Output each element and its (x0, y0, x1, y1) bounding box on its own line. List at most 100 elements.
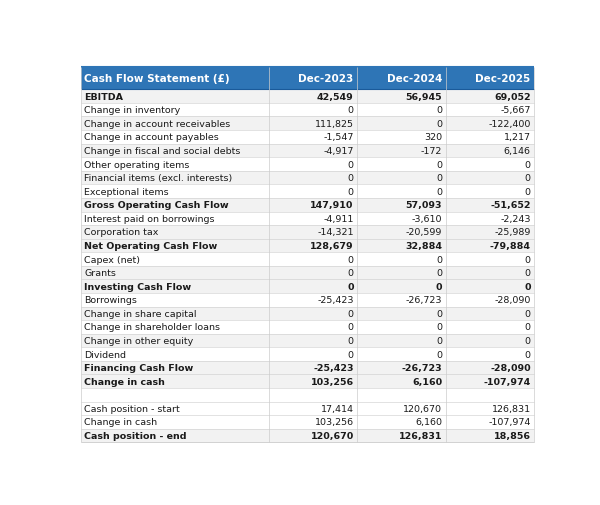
Text: 0: 0 (524, 282, 531, 291)
Bar (80, 172, 535, 185)
Text: -51,652: -51,652 (490, 201, 531, 210)
Bar (80, 375, 535, 388)
Text: 0: 0 (436, 106, 442, 115)
Bar (80, 198, 535, 212)
Text: Financing Cash Flow: Financing Cash Flow (84, 364, 194, 372)
Bar (80, 131, 535, 144)
Text: 0: 0 (348, 336, 354, 345)
Bar (80, 321, 535, 334)
Bar (80, 68, 269, 90)
Bar (80, 429, 535, 442)
Text: 0: 0 (525, 187, 531, 196)
Text: -26,723: -26,723 (406, 296, 442, 305)
Text: 0: 0 (525, 255, 531, 264)
Text: 1,217: 1,217 (504, 133, 531, 142)
Bar (80, 280, 535, 293)
Text: 0: 0 (436, 269, 442, 278)
Text: 0: 0 (348, 160, 354, 169)
Text: 0: 0 (348, 269, 354, 278)
Text: 0: 0 (436, 255, 442, 264)
Text: -3,610: -3,610 (412, 215, 442, 223)
Text: EBITDA: EBITDA (84, 92, 124, 102)
Text: Change in other equity: Change in other equity (84, 336, 194, 345)
Text: 69,052: 69,052 (494, 92, 531, 102)
Text: 0: 0 (436, 309, 442, 318)
Text: 6,160: 6,160 (412, 377, 442, 386)
Text: 32,884: 32,884 (405, 241, 442, 250)
Bar (80, 226, 535, 239)
Text: 0: 0 (348, 350, 354, 359)
Text: 0: 0 (525, 350, 531, 359)
Bar (80, 293, 535, 307)
Text: Other operating items: Other operating items (84, 160, 190, 169)
Text: 42,549: 42,549 (317, 92, 354, 102)
Text: Gross Operating Cash Flow: Gross Operating Cash Flow (84, 201, 229, 210)
Text: Investing Cash Flow: Investing Cash Flow (84, 282, 191, 291)
Text: 0: 0 (436, 160, 442, 169)
Text: 120,670: 120,670 (310, 431, 354, 440)
Text: Cash position - end: Cash position - end (84, 431, 187, 440)
Text: 0: 0 (525, 269, 531, 278)
Text: 57,093: 57,093 (406, 201, 442, 210)
Text: Capex (net): Capex (net) (84, 255, 140, 264)
Bar (80, 361, 535, 375)
Text: -1,547: -1,547 (323, 133, 354, 142)
Bar (80, 239, 535, 252)
Text: 0: 0 (525, 336, 531, 345)
Bar (80, 158, 535, 172)
Bar (80, 266, 535, 280)
Text: 56,945: 56,945 (406, 92, 442, 102)
Bar (80, 104, 535, 117)
Text: -25,423: -25,423 (317, 296, 354, 305)
Text: -28,090: -28,090 (490, 364, 531, 372)
Text: -20,599: -20,599 (406, 228, 442, 237)
Text: Change in account receivables: Change in account receivables (84, 120, 230, 128)
Bar (269, 68, 358, 90)
Text: 0: 0 (348, 106, 354, 115)
Text: -4,917: -4,917 (323, 146, 354, 156)
Text: 0: 0 (436, 336, 442, 345)
Text: -122,400: -122,400 (488, 120, 531, 128)
Bar (80, 402, 535, 415)
Text: -2,243: -2,243 (500, 215, 531, 223)
Text: 0: 0 (348, 187, 354, 196)
Text: -5,667: -5,667 (500, 106, 531, 115)
Text: 0: 0 (348, 174, 354, 183)
Text: 103,256: 103,256 (314, 418, 354, 427)
Text: -79,884: -79,884 (490, 241, 531, 250)
Text: Change in fiscal and social debts: Change in fiscal and social debts (84, 146, 241, 156)
Text: 128,679: 128,679 (310, 241, 354, 250)
Text: Dec-2023: Dec-2023 (298, 74, 354, 84)
Text: Interest paid on borrowings: Interest paid on borrowings (84, 215, 215, 223)
Text: 0: 0 (525, 309, 531, 318)
Bar (80, 117, 535, 131)
Text: 0: 0 (348, 255, 354, 264)
Text: 0: 0 (436, 282, 442, 291)
Text: Corporation tax: Corporation tax (84, 228, 158, 237)
Text: 0: 0 (436, 174, 442, 183)
Text: 126,831: 126,831 (399, 431, 442, 440)
Text: 0: 0 (436, 350, 442, 359)
Text: 6,160: 6,160 (415, 418, 442, 427)
Text: 17,414: 17,414 (321, 404, 354, 413)
Text: 6,146: 6,146 (504, 146, 531, 156)
Text: Change in account payables: Change in account payables (84, 133, 219, 142)
Text: 320: 320 (424, 133, 442, 142)
Bar (80, 185, 535, 198)
Bar (80, 388, 535, 402)
Bar (80, 212, 535, 226)
Bar (80, 415, 535, 429)
Bar (80, 347, 535, 361)
Text: 120,670: 120,670 (403, 404, 442, 413)
Bar (446, 68, 535, 90)
Text: 0: 0 (348, 323, 354, 332)
Text: Cash position - start: Cash position - start (84, 404, 180, 413)
Text: 0: 0 (525, 160, 531, 169)
Text: 0: 0 (436, 187, 442, 196)
Text: -107,974: -107,974 (488, 418, 531, 427)
Text: -28,090: -28,090 (494, 296, 531, 305)
Text: -107,974: -107,974 (484, 377, 531, 386)
Text: 0: 0 (436, 120, 442, 128)
Text: Borrowings: Borrowings (84, 296, 137, 305)
Text: Net Operating Cash Flow: Net Operating Cash Flow (84, 241, 218, 250)
